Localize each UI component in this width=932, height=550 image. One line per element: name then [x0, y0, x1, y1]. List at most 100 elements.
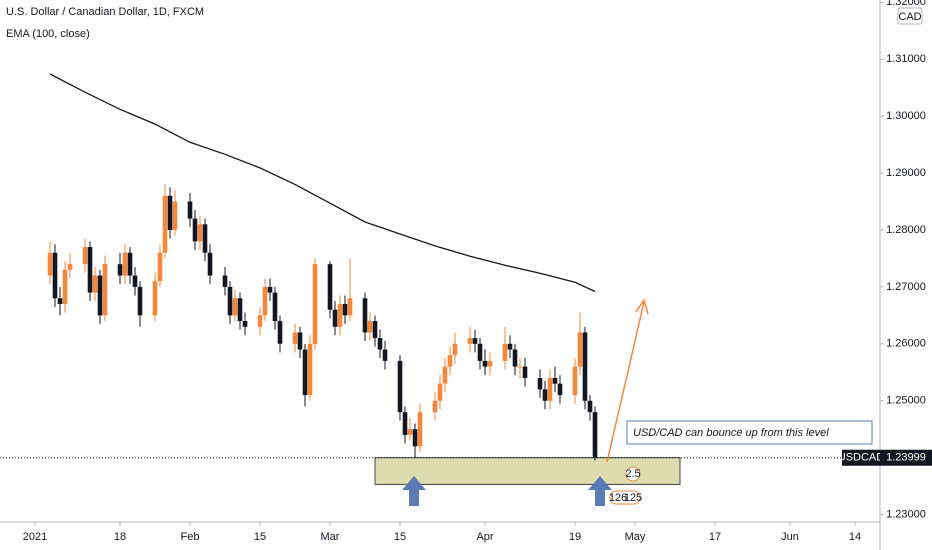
- candle-body: [542, 389, 548, 401]
- x-tick-label: 14: [849, 531, 861, 543]
- main-layer: [0, 73, 880, 461]
- x-tick-label: 2021: [23, 531, 47, 543]
- candle-body: [362, 298, 368, 333]
- y-tick-label: 1.23000: [886, 509, 926, 521]
- y-tick-label: 1.26000: [886, 338, 926, 350]
- candle-body: [102, 264, 108, 316]
- candle-body: [377, 338, 383, 350]
- candle-body: [442, 366, 448, 384]
- candle-body: [482, 360, 488, 367]
- candle-body: [522, 366, 528, 378]
- candle-body: [447, 355, 453, 367]
- candle-body: [92, 275, 98, 293]
- candle-body: [192, 218, 198, 242]
- candle-body: [407, 429, 413, 435]
- candle-body: [227, 286, 233, 316]
- arrows: [402, 476, 612, 506]
- candle-body: [372, 321, 378, 339]
- candle-body: [97, 275, 103, 316]
- candle-body: [437, 383, 443, 401]
- badge-label: 126: [609, 492, 627, 504]
- candle-body: [82, 247, 88, 265]
- candle-body: [262, 286, 268, 316]
- price-tag-label: 1.23999: [886, 452, 926, 464]
- badge-label: 2.5: [625, 468, 640, 480]
- candle-body: [582, 332, 588, 401]
- badge-label: 125: [624, 492, 642, 504]
- candle-body: [52, 252, 58, 299]
- candle-body: [207, 252, 213, 276]
- candle-body: [472, 338, 478, 344]
- candle-body: [517, 366, 523, 368]
- up-arrow: [402, 476, 426, 506]
- candle-body: [257, 315, 263, 327]
- candle-body: [327, 264, 333, 310]
- candle-body: [47, 252, 53, 276]
- candle-body: [137, 286, 143, 316]
- annotation-box: [626, 420, 873, 445]
- projection-line: [606, 301, 645, 463]
- x-tick-label: May: [625, 531, 646, 543]
- candle-body: [237, 298, 243, 322]
- candle-body: [477, 343, 483, 361]
- candle-body: [307, 343, 313, 396]
- annotation: USD/CAD can bounce up from this level: [633, 427, 829, 439]
- indicator-legend: EMA (100, close): [6, 28, 90, 40]
- candle-body: [157, 252, 163, 282]
- candle-body: [552, 377, 558, 384]
- currency-label: CAD: [898, 11, 921, 23]
- candle-body: [302, 349, 308, 396]
- symbol-tag-label: USDCAD: [838, 452, 885, 464]
- candle-body: [267, 286, 273, 293]
- candle-body: [292, 332, 298, 344]
- ema-line: [49, 73, 596, 293]
- axis-layer: 1.23000 1.25000 1.26000 1.27000 1.28000 1.290…: [23, 0, 932, 543]
- candle-body: [202, 224, 208, 253]
- candle-body: [127, 252, 133, 276]
- candle-body: [87, 247, 93, 293]
- candle-body: [332, 309, 338, 327]
- candle-body: [62, 269, 68, 304]
- x-tick-label: Apr: [476, 531, 493, 543]
- candle-body: [342, 303, 348, 316]
- x-tick-label: 19: [569, 531, 581, 543]
- x-tick-label: Feb: [181, 531, 200, 543]
- y-tick-label: 1.29000: [886, 167, 926, 179]
- x-tick-label: 15: [254, 531, 266, 543]
- candle-body: [487, 360, 493, 367]
- candle-body: [587, 400, 593, 413]
- y-tick-label: 1.28000: [886, 224, 926, 236]
- candle-body: [397, 360, 403, 413]
- projection-head: [635, 298, 649, 315]
- candle-body: [512, 349, 518, 367]
- price-tag: [880, 449, 932, 466]
- x-tick-label: Mar: [321, 531, 340, 543]
- candle-body: [417, 412, 423, 447]
- x-tick-label: Jun: [781, 531, 799, 543]
- candle-body: [242, 321, 248, 327]
- y-tick-label: 1.31000: [886, 53, 926, 65]
- candle-body: [382, 349, 388, 361]
- symbol-tag: [842, 449, 880, 466]
- candle-body: [502, 343, 508, 361]
- x-tick-label: 15: [394, 531, 406, 543]
- y-tick-label: 1.30000: [886, 110, 926, 122]
- candle-body: [452, 343, 458, 356]
- candle-body: [272, 292, 278, 322]
- candle-body: [402, 412, 408, 435]
- chart-title: U.S. Dollar / Canadian Dollar, 1D, FXCM: [6, 6, 204, 18]
- projection-arrow: [606, 298, 649, 463]
- y-tick-label: 1.27000: [886, 281, 926, 293]
- candle-body: [197, 224, 203, 242]
- candle-body: [592, 412, 598, 458]
- currency-box[interactable]: [897, 7, 923, 25]
- badge: [625, 466, 641, 482]
- candle-body: [167, 195, 173, 230]
- candle-body: [312, 264, 318, 344]
- candle-body: [277, 321, 283, 344]
- candle-body: [162, 195, 168, 253]
- candle-body: [132, 275, 138, 287]
- candle-body: [547, 377, 553, 401]
